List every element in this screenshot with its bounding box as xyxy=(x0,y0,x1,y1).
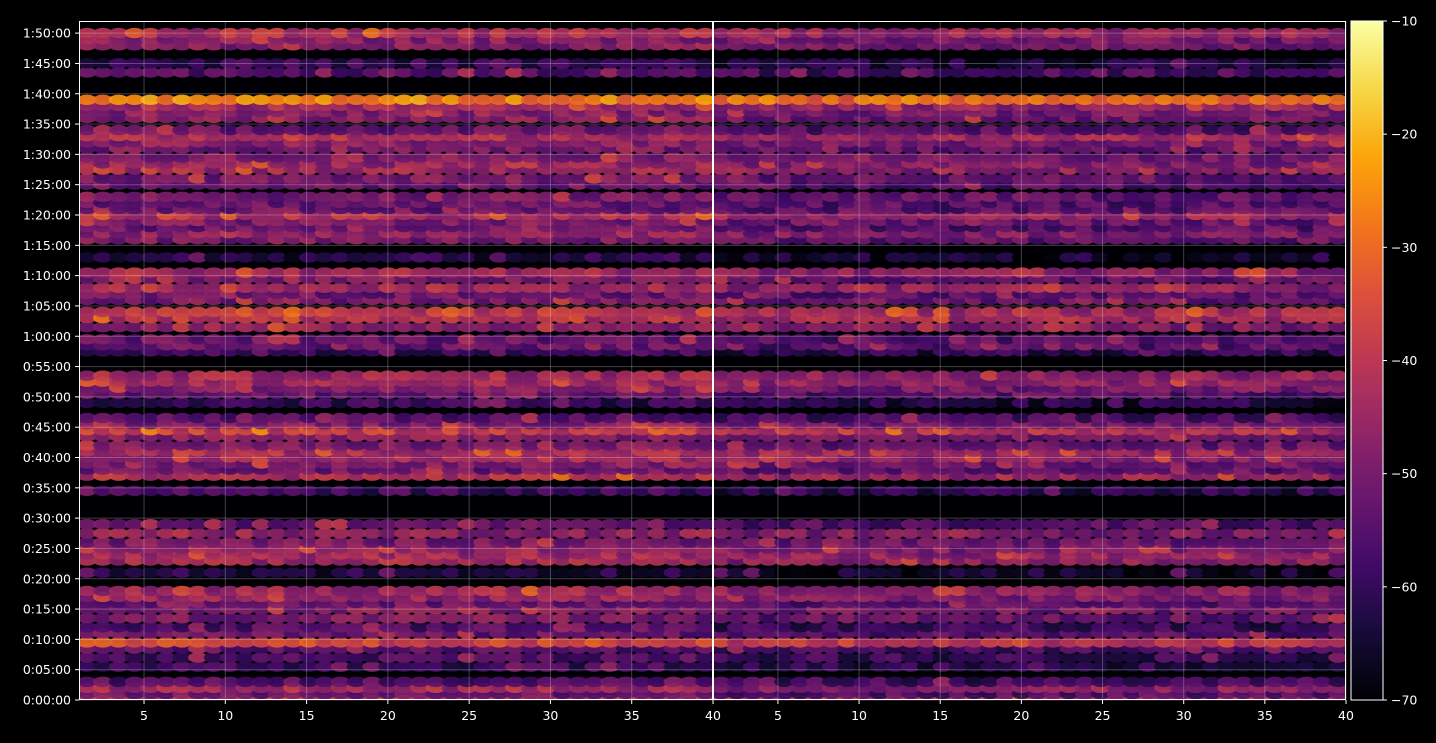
heatmap-cell xyxy=(695,568,715,578)
heatmap-cell xyxy=(695,486,715,496)
x-tick-label: 5 xyxy=(140,708,148,723)
heatmap-cell xyxy=(695,152,715,162)
heatmap-cell xyxy=(695,528,715,538)
heatmap-cell xyxy=(695,125,715,135)
heatmap-cell xyxy=(1328,568,1348,578)
heatmap-cell xyxy=(695,252,715,262)
heatmap-cell xyxy=(695,586,715,596)
heatmap-cell xyxy=(1328,440,1348,450)
heatmap-cell xyxy=(695,67,715,77)
heatmap-cell xyxy=(1328,486,1348,496)
panel-1: 5 10 15 20 25 30 35 40 xyxy=(77,21,721,723)
heatmap-cell xyxy=(695,334,715,344)
heatmap-cell xyxy=(1328,528,1348,538)
heatmap-cell xyxy=(695,283,715,293)
heatmap-cell xyxy=(695,613,715,623)
x-tick-label: 15 xyxy=(299,708,315,723)
x-tick-label: 10 xyxy=(217,708,233,723)
heatmap-cell xyxy=(1328,677,1348,687)
x-tick-label: 40 xyxy=(705,708,721,723)
heatmap-cell xyxy=(1328,334,1348,344)
heatmap-cell xyxy=(695,413,715,423)
heatmap-cell xyxy=(1328,652,1348,662)
heatmap-cell xyxy=(1328,613,1348,623)
heatmap-cell xyxy=(1328,537,1348,547)
x-tick-label: 30 xyxy=(542,708,558,723)
heatmap-cell xyxy=(695,652,715,662)
heatmap-cell xyxy=(695,192,715,202)
heatmap-cell xyxy=(695,537,715,547)
heatmap-cell xyxy=(695,622,715,632)
x-tick-label: 20 xyxy=(380,708,396,723)
heatmap-cell xyxy=(695,440,715,450)
heatmap-cell xyxy=(1328,586,1348,596)
x-tick-label: 35 xyxy=(624,708,640,723)
heatmap-cell xyxy=(695,307,715,317)
heatmap-cell xyxy=(695,322,715,332)
heatmap-cell xyxy=(1328,283,1348,293)
heatmap-cell xyxy=(695,95,715,105)
heatmap-cell xyxy=(1328,622,1348,632)
heatmap-cell xyxy=(1328,637,1348,647)
heatmap-cell xyxy=(1328,519,1348,529)
x-tick-label: 25 xyxy=(461,708,477,723)
heatmap-cell xyxy=(1328,322,1348,332)
heatmap-cell xyxy=(695,519,715,529)
heatmap-cell xyxy=(1328,413,1348,423)
heatmap-cell xyxy=(695,637,715,647)
heatmap-cell xyxy=(1328,371,1348,381)
heatmap-cell xyxy=(1328,662,1348,672)
heatmap-cell xyxy=(695,662,715,672)
heatmap-cell xyxy=(695,677,715,687)
heatmap-cell xyxy=(695,173,715,183)
heatmap-cell xyxy=(1328,398,1348,408)
heatmap-cell xyxy=(695,267,715,277)
heatmap-cell xyxy=(1328,307,1348,317)
heatmap-cell xyxy=(695,398,715,408)
heatmap-cell xyxy=(695,371,715,381)
